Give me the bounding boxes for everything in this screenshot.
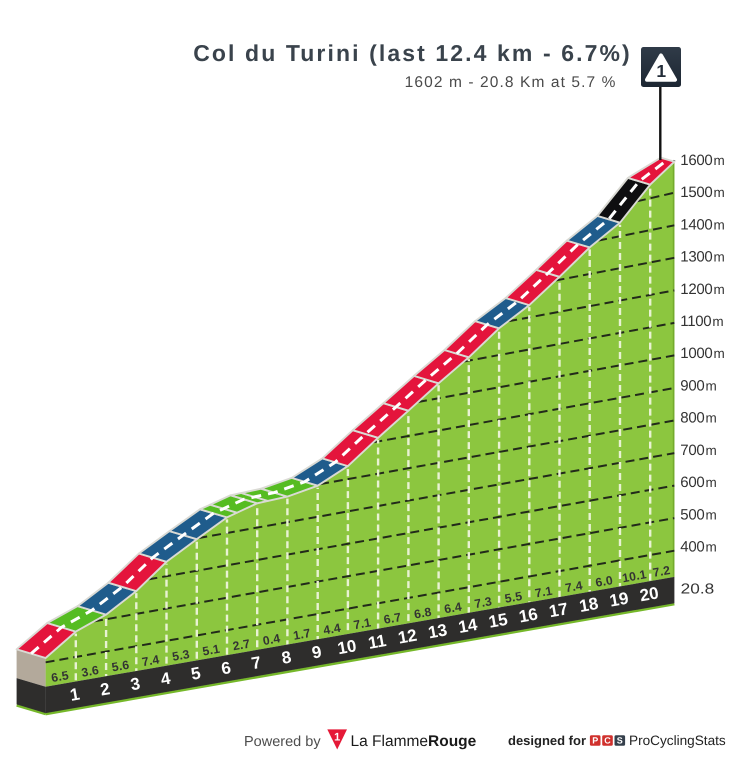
svg-text:7: 7 [250,653,263,673]
svg-text:20.8: 20.8 [681,582,715,598]
svg-text:400m: 400m [680,539,716,556]
svg-text:5.1: 5.1 [201,642,221,659]
svg-text:1: 1 [334,732,340,744]
svg-text:500m: 500m [680,506,716,523]
svg-text:11: 11 [367,631,388,653]
svg-text:6.4: 6.4 [443,600,463,617]
svg-text:7.4: 7.4 [141,652,161,669]
svg-text:1602 m - 20.8 Km at 5.7 %: 1602 m - 20.8 Km at 5.7 % [405,74,617,91]
svg-text:10.1: 10.1 [621,567,648,585]
svg-text:1200m: 1200m [680,281,724,298]
svg-text:5: 5 [190,663,203,683]
svg-text:0.4: 0.4 [262,631,282,648]
svg-text:5.6: 5.6 [111,658,131,675]
svg-text:13: 13 [427,620,449,642]
svg-text:19: 19 [608,589,630,611]
svg-text:6.0: 6.0 [594,573,614,590]
svg-text:700m: 700m [680,442,716,459]
svg-text:6: 6 [220,658,233,678]
svg-text:5.3: 5.3 [171,647,191,664]
svg-text:1100m: 1100m [680,313,723,330]
svg-text:2: 2 [99,679,112,699]
svg-text:1.7: 1.7 [292,626,312,643]
svg-text:7.1: 7.1 [352,615,372,632]
svg-text:10: 10 [336,636,358,658]
svg-text:7.4: 7.4 [564,578,584,595]
svg-text:9: 9 [310,642,323,662]
svg-text:20: 20 [638,583,660,605]
svg-text:7.2: 7.2 [652,563,672,580]
svg-text:1000m: 1000m [680,345,724,362]
svg-text:Col du Turini (last 12.4 km -: Col du Turini (last 12.4 km - 6.7%) [193,40,632,66]
svg-text:C: C [604,736,611,746]
svg-text:1300m: 1300m [680,249,724,266]
svg-text:600m: 600m [680,474,716,491]
svg-text:7.1: 7.1 [534,584,554,601]
svg-text:16: 16 [517,604,539,626]
svg-text:3.6: 3.6 [80,663,100,680]
svg-text:6.5: 6.5 [50,668,70,685]
svg-text:4: 4 [159,669,172,689]
svg-text:14: 14 [457,615,479,637]
svg-text:15: 15 [487,610,509,632]
svg-text:1: 1 [656,61,666,81]
svg-text:1400m: 1400m [680,216,724,233]
svg-text:3: 3 [129,674,142,694]
svg-text:800m: 800m [680,410,716,427]
svg-text:La FlammeRouge: La FlammeRouge [351,733,477,750]
svg-text:900m: 900m [680,378,716,395]
svg-text:Powered by: Powered by [244,734,321,750]
svg-text:1: 1 [69,685,82,705]
svg-text:7.3: 7.3 [473,594,493,611]
svg-text:5.5: 5.5 [504,589,524,606]
svg-text:designed for: designed for [508,733,586,748]
svg-text:18: 18 [578,594,600,616]
svg-text:1600m: 1600m [680,152,724,169]
svg-text:S: S [617,736,623,746]
svg-text:6.7: 6.7 [383,610,403,627]
svg-text:ProCyclingStats: ProCyclingStats [629,733,726,748]
svg-text:8: 8 [280,648,293,668]
svg-text:P: P [592,736,598,746]
svg-text:6.8: 6.8 [413,605,433,622]
svg-text:17: 17 [548,599,570,621]
svg-text:12: 12 [396,626,418,648]
svg-text:4.4: 4.4 [322,621,342,638]
svg-text:2.7: 2.7 [232,637,252,654]
svg-text:1500m: 1500m [680,184,724,201]
